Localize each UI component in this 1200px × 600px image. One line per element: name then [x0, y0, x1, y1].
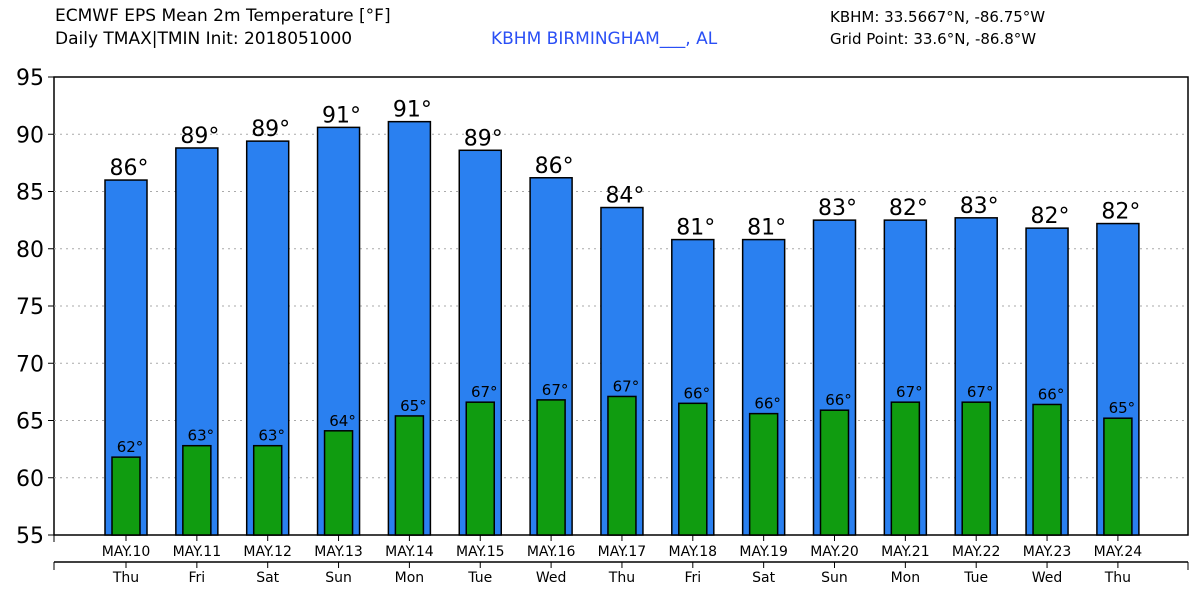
x-tick-label: MAY.17: [598, 544, 647, 560]
x-tick-label: MAY.19: [739, 544, 788, 560]
tmin-bar: [890, 401, 921, 536]
x-tick-label: MAY.12: [243, 544, 292, 560]
x-tick-label: MAY.23: [1023, 544, 1072, 560]
tmax-label: 82°: [1031, 204, 1070, 229]
x-tick-label: MAY.22: [952, 544, 1001, 560]
weekday-label: Tue: [467, 570, 492, 586]
y-tick-label: 65: [16, 410, 44, 435]
y-tick-label: 95: [16, 66, 44, 91]
tmin-label: 65°: [1109, 399, 1136, 417]
weekday-label: Sat: [752, 570, 775, 586]
weekday-label: Tue: [963, 570, 988, 586]
tmax-label: 82°: [889, 196, 928, 221]
y-tick-label: 90: [16, 123, 44, 148]
tmin-bar: [819, 409, 850, 536]
tmax-label: 82°: [1101, 200, 1140, 225]
chart-subtitle: Daily TMAX|TMIN Init: 2018051000: [55, 29, 353, 49]
y-tick-label: 60: [16, 467, 44, 492]
x-tick-label: MAY.21: [881, 544, 930, 560]
x-tick-label: MAY.10: [102, 544, 151, 560]
tmin-label: 66°: [1038, 385, 1065, 403]
x-tick-label: MAY.11: [173, 544, 222, 560]
tmax-label: 86°: [110, 156, 149, 181]
tmax-label: 89°: [464, 126, 503, 151]
tmin-label: 67°: [967, 383, 994, 401]
tmin-label: 65°: [400, 397, 427, 415]
tmin-label: 66°: [684, 384, 711, 402]
tmin-label: 62°: [117, 438, 144, 456]
weekday-label: Sat: [256, 570, 279, 586]
tmin-bar: [678, 402, 708, 536]
tmax-label: 81°: [747, 216, 786, 241]
tmin-label: 64°: [329, 412, 356, 430]
y-tick-label: 85: [16, 181, 44, 206]
tmin-label: 67°: [471, 383, 498, 401]
tmin-bar: [1032, 403, 1062, 536]
station-coords: KBHM: 33.5667°N, -86.75°W: [830, 8, 1046, 26]
weekday-label: Fri: [189, 570, 206, 586]
tmax-label: 83°: [818, 196, 857, 221]
weekday-label: Thu: [112, 570, 139, 586]
tmax-label: 89°: [180, 124, 219, 149]
x-tick-label: MAY.14: [385, 544, 434, 560]
tmin-bar: [961, 401, 991, 536]
y-tick-label: 75: [16, 295, 44, 320]
weekday-label: Thu: [608, 570, 635, 586]
tmin-bar: [536, 399, 566, 536]
grid-point: Grid Point: 33.6°N, -86.8°W: [830, 30, 1037, 48]
station-name: KBHM BIRMINGHAM___, AL: [491, 29, 718, 49]
tmin-bar: [182, 444, 212, 536]
tmin-label: 67°: [542, 381, 569, 399]
tmax-label: 84°: [605, 184, 644, 209]
tmin-label: 67°: [896, 383, 923, 401]
tmin-label: 66°: [825, 391, 852, 409]
tmin-bar: [1103, 417, 1133, 536]
weekday-label: Mon: [891, 570, 921, 586]
y-tick-label: 80: [16, 238, 44, 263]
weekday-label: Mon: [395, 570, 425, 586]
x-tick-label: MAY.24: [1094, 544, 1143, 560]
tmin-bar: [252, 444, 283, 536]
tmin-label: 66°: [754, 395, 781, 413]
weekday-label: Sun: [821, 570, 848, 586]
tmin-bar: [465, 401, 495, 536]
tmin-bar: [111, 456, 141, 536]
tmax-label: 81°: [676, 216, 715, 241]
x-tick-label: MAY.18: [669, 544, 718, 560]
x-tick-label: MAY.16: [527, 544, 576, 560]
tmin-bar: [323, 430, 354, 536]
tmax-label: 86°: [535, 154, 574, 179]
y-tick-label: 55: [16, 524, 44, 549]
weekday-label: Wed: [536, 570, 567, 586]
tmin-label: 67°: [613, 377, 640, 395]
tmax-label: 89°: [251, 117, 290, 142]
chart-title: ECMWF EPS Mean 2m Temperature [°F]: [55, 6, 391, 26]
weekday-label: Wed: [1032, 570, 1063, 586]
x-tick-label: MAY.13: [314, 544, 363, 560]
tmin-bar: [748, 412, 779, 536]
weekday-label: Fri: [684, 570, 701, 586]
tmax-label: 91°: [393, 98, 432, 123]
x-tick-label: MAY.20: [810, 544, 859, 560]
x-tick-label: MAY.15: [456, 544, 505, 560]
tmax-label: 91°: [322, 103, 361, 128]
tmin-bar: [394, 415, 425, 536]
y-tick-label: 70: [16, 352, 44, 377]
tmin-bar: [607, 395, 637, 536]
tmin-label: 63°: [188, 427, 215, 445]
weekday-label: Thu: [1104, 570, 1131, 586]
tmax-label: 83°: [960, 194, 999, 219]
tmin-label: 63°: [258, 427, 285, 445]
weekday-label: Sun: [325, 570, 352, 586]
